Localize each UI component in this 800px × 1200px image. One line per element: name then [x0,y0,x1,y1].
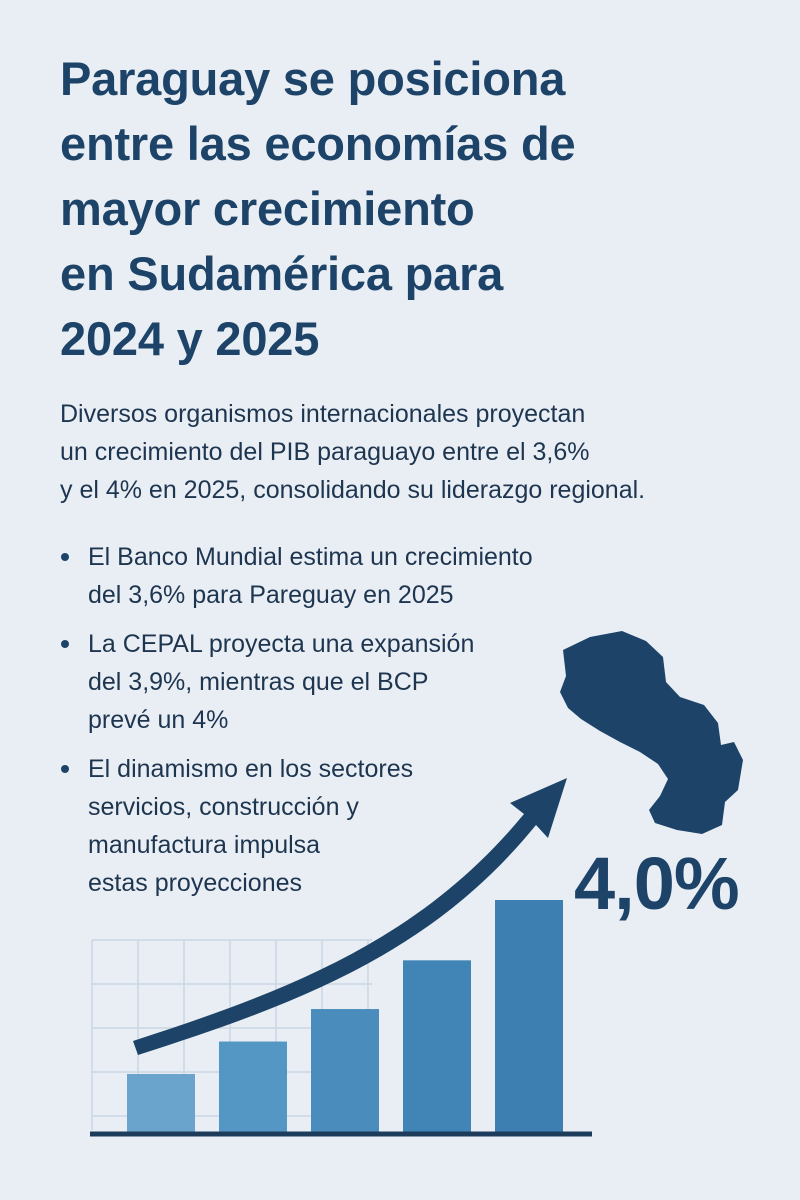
highlight-value: 4,0% [574,842,740,925]
headline-line: en Sudamérica para [60,247,504,300]
growth-bar [219,1041,287,1132]
bullet-dot-icon [61,640,69,648]
headline-line: mayor crecimiento [60,182,475,235]
paraguay-map-icon [560,631,743,834]
headline-line: 2024 y 2025 [60,312,320,365]
bullet-line: del 3,9%, mientras que el BCP [88,668,429,696]
bullet-line: manufactura impulsa [88,831,321,859]
bullet-line: del 3,6% para Pareguay en 2025 [88,581,454,609]
bullet-list: El Banco Mundial estima un crecimiento d… [58,538,558,913]
bullet-item-cepal: La CEPAL proyecta una expansión del 3,9%… [58,625,558,739]
headline-line: Paraguay se posiciona [60,52,566,105]
bullet-line: estas proyecciones [88,869,303,897]
intro-line: Diversos organismos internacionales proy… [60,400,586,428]
growth-bar [403,960,471,1132]
bullet-dot-icon [61,553,69,561]
growth-bar [311,1009,379,1132]
background-grid [91,939,372,1130]
intro-line: un crecimiento del PIB paraguayo entre e… [60,438,590,466]
bullet-line: El Banco Mundial estima un crecimiento [88,543,533,571]
headline: Paraguay se posiciona entre las economía… [60,46,740,371]
bullet-dot-icon [61,765,69,773]
bullet-line: servicios, construcción y [88,793,359,821]
bullet-line: prevé un 4% [88,706,229,734]
growth-bars [127,900,563,1132]
headline-line: entre las economías de [60,117,576,170]
bullet-item-sectors: El dinamismo en los sectores servicios, … [58,750,558,902]
bullet-item-world-bank: El Banco Mundial estima un crecimiento d… [58,538,558,614]
bullet-line: La CEPAL proyecta una expansión [88,630,475,658]
growth-bar [495,900,563,1132]
growth-bar [127,1074,195,1132]
bullet-line: El dinamismo en los sectores [88,755,414,783]
intro-paragraph: Diversos organismos internacionales proy… [60,395,760,509]
intro-line: y el 4% en 2025, consolidando su lideraz… [60,476,646,504]
